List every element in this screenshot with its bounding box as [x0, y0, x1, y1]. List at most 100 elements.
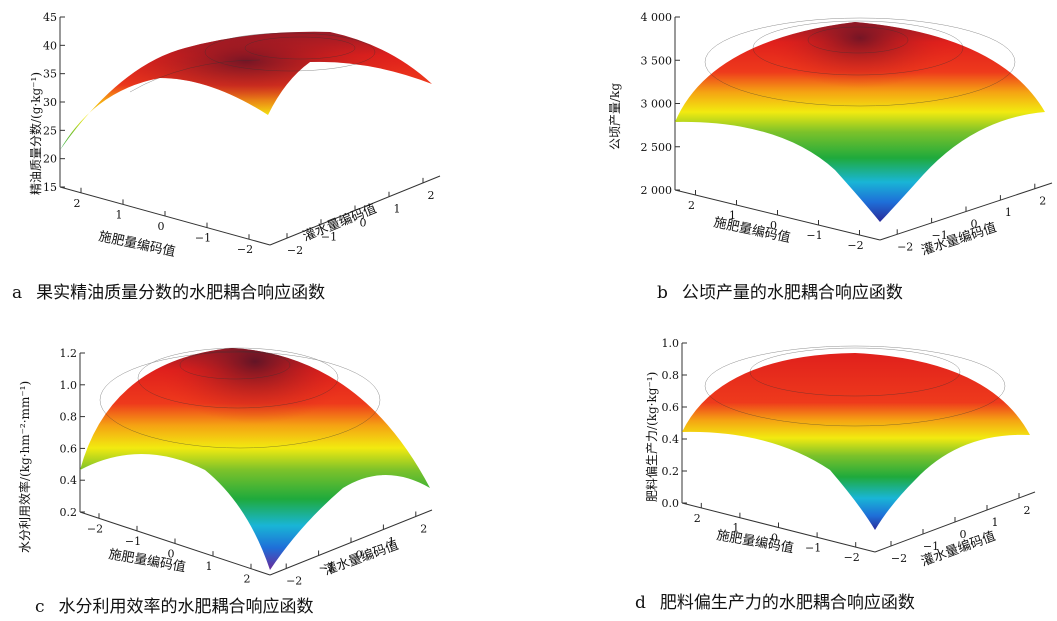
y-ticks-b: 2 000 2 500 3 000 3 500 4 000 — [641, 11, 680, 197]
z-tick-label-c: −1 — [318, 562, 334, 575]
x-tick-label-a: −2 — [237, 243, 253, 256]
z-tick-label-b: −2 — [897, 240, 913, 253]
z-tick-label-d: 2 — [1024, 504, 1031, 517]
z-label-a: 灌水量编码值 — [301, 201, 379, 245]
contours-c — [99, 347, 381, 449]
caption-text-b: 公顷产量的水肥耦合响应函数 — [681, 283, 903, 303]
x-tick-label-c: 2 — [244, 573, 251, 586]
y-tick-label-c: 0.8 — [60, 411, 78, 424]
y-tick-label-b: 3 000 — [641, 98, 673, 111]
x-tick-label-b: 0 — [770, 219, 777, 232]
y-tick-label-c: 1.2 — [60, 347, 78, 360]
y-tick-label-a: 20 — [43, 153, 57, 166]
y-tick-label-d: 0.6 — [662, 401, 680, 414]
z-ticks-c: −2 −1 0 1 2 — [285, 511, 427, 588]
y-tick-label-d: 0.2 — [662, 465, 680, 478]
z-tick-label-d: 0 — [960, 528, 967, 541]
x-ticks-c: −2 −1 0 1 2 — [87, 513, 252, 586]
z-tick-label-c: 1 — [388, 536, 395, 549]
y-tick-label-a: 40 — [43, 39, 57, 52]
x-tick-label-d: −2 — [844, 551, 860, 564]
x-tick-label-c: −2 — [87, 522, 103, 535]
x-tick-label-b: 2 — [688, 199, 695, 212]
x-tick-label-d: −1 — [805, 541, 821, 554]
y-ticks-a: 15 20 25 30 35 40 45 — [43, 11, 65, 194]
x-tick-label-a: 1 — [116, 208, 123, 221]
x-tick-label-c: 1 — [206, 560, 213, 573]
y-tick-label-d: 0.0 — [662, 497, 680, 510]
caption-letter-a: a — [12, 283, 23, 303]
z-tick-label-d: 1 — [992, 516, 999, 529]
z-label-c: 灌水量编码值 — [322, 537, 401, 579]
y-label-b: 公顷产量/kg — [608, 83, 622, 150]
y-tick-label-b: 3 500 — [641, 54, 673, 67]
x-tick-label-a: 2 — [74, 197, 81, 210]
z-tick-label-a: −2 — [287, 244, 303, 257]
y-tick-label-a: 35 — [43, 68, 57, 81]
x-tick-label-b: −2 — [847, 239, 863, 252]
z-tick-label-a: −1 — [321, 230, 337, 243]
caption-letter-d: d — [635, 593, 646, 613]
chart-d: 0.0 0.2 0.4 0.6 0.8 1.0 2 1 0 −1 −2 −2 −1 0 1 2 肥料偏生产… — [644, 337, 1036, 570]
y-tick-label-d: 1.0 — [662, 337, 680, 350]
z-ticks-b: −2 −1 0 1 2 — [896, 183, 1046, 253]
x-tick-label-d: 0 — [771, 532, 778, 545]
x-label-d: 施肥量编码值 — [715, 527, 795, 556]
z-tick-label-a: 1 — [394, 203, 401, 216]
x-tick-label-b: −1 — [806, 229, 822, 242]
chart-b: 2 000 2 500 3 000 3 500 4 000 2 1 0 −1 −2 −2 −1 0 1… — [608, 11, 1053, 259]
z-tick-label-b: 0 — [971, 218, 978, 231]
x-tick-label-a: −1 — [195, 232, 211, 245]
caption-a: a 果实精油质量分数的水肥耦合响应函数 — [12, 278, 325, 303]
y-ticks-c: 0.2 0.4 0.6 0.8 1.0 1.2 — [60, 347, 85, 519]
chart-a: 15 20 25 30 35 40 45 2 1 0 −1 −2 −2 −1 0 1 2 精油质量分数/(g… — [28, 11, 441, 260]
x-label-a: 施肥量编码值 — [97, 228, 177, 260]
y-tick-label-a: 45 — [43, 11, 57, 24]
y-tick-label-c: 0.4 — [60, 474, 78, 487]
caption-d: d 肥料偏生产力的水肥耦合响应函数 — [635, 588, 915, 613]
y-tick-label-b: 4 000 — [641, 11, 673, 24]
caption-b: b 公顷产量的水肥耦合响应函数 — [657, 278, 903, 303]
z-tick-label-b: −1 — [931, 229, 947, 242]
x-ticks-d: 2 1 0 −1 −2 — [694, 502, 860, 564]
x-tick-label-b: 1 — [729, 209, 736, 222]
z-tick-label-b: 1 — [1005, 206, 1012, 219]
chart-c: 0.2 0.4 0.6 0.8 1.0 1.2 −2 −1 0 1 2 −2 −1 0 1 2 水分利用效… — [17, 347, 433, 588]
x-tick-label-d: 1 — [732, 522, 739, 535]
contours-d — [704, 345, 1006, 427]
panel-d: 0.0 0.2 0.4 0.6 0.8 1.0 2 1 0 −1 −2 −2 −1 0 1 2 肥料偏生产… — [530, 320, 1057, 617]
y-ticks-d: 0.0 0.2 0.4 0.6 0.8 1.0 — [662, 337, 687, 510]
z-tick-label-c: 2 — [420, 523, 427, 536]
x-tick-label-a: 0 — [158, 220, 165, 233]
z-tick-label-c: −2 — [286, 575, 302, 588]
z-tick-label-c: 0 — [356, 549, 363, 562]
y-tick-label-d: 0.4 — [662, 433, 680, 446]
y-tick-label-c: 0.6 — [60, 442, 78, 455]
z-ticks-a: −2 −1 0 1 2 — [286, 177, 435, 257]
contours-b — [704, 17, 1016, 107]
caption-c: c 水分利用效率的水肥耦合响应函数 — [35, 592, 314, 617]
contours-a — [129, 32, 376, 93]
caption-text-d: 肥料偏生产力的水肥耦合响应函数 — [659, 593, 915, 613]
z-tick-label-d: −2 — [891, 552, 907, 565]
caption-letter-c: c — [35, 597, 45, 617]
z-tick-label-a: 2 — [428, 189, 435, 202]
x-label-c: 施肥量编码值 — [107, 546, 187, 575]
panel-a: 15 20 25 30 35 40 45 2 1 0 −1 −2 −2 −1 0 1 2 精油质量分数/(g… — [0, 0, 520, 310]
z-tick-label-b: 2 — [1039, 195, 1046, 208]
caption-text-a: 果实精油质量分数的水肥耦合响应函数 — [36, 283, 326, 303]
x-tick-label-c: −1 — [125, 535, 141, 548]
z-ticks-d: −2 −1 0 1 2 — [890, 493, 1031, 565]
panel-c: 0.2 0.4 0.6 0.8 1.0 1.2 −2 −1 0 1 2 −2 −1 0 1 2 水分利用效… — [0, 320, 520, 617]
x-tick-label-d: 2 — [694, 512, 701, 525]
x-tick-label-c: 0 — [168, 548, 175, 561]
x-ticks-a: 2 1 0 −1 −2 — [74, 187, 253, 256]
y-tick-label-c: 0.2 — [60, 506, 78, 519]
z-tick-label-a: 0 — [360, 217, 367, 230]
y-tick-label-b: 2 000 — [641, 184, 673, 197]
x-label-b: 施肥量编码值 — [712, 214, 792, 246]
panel-b: 2 000 2 500 3 000 3 500 4 000 2 1 0 −1 −2 −2 −1 0 1… — [530, 0, 1057, 310]
y-tick-label-a: 15 — [43, 181, 57, 194]
surface-d — [682, 353, 1030, 530]
y-tick-label-a: 25 — [43, 124, 57, 137]
